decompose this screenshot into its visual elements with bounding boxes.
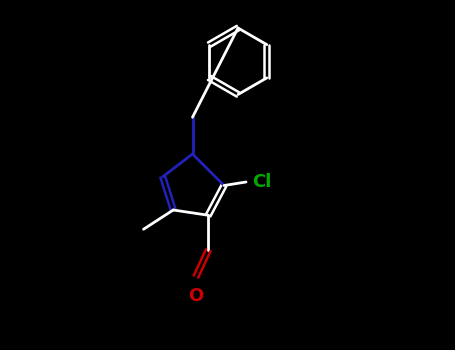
Text: O: O [188,287,204,305]
Text: Cl: Cl [252,173,271,191]
